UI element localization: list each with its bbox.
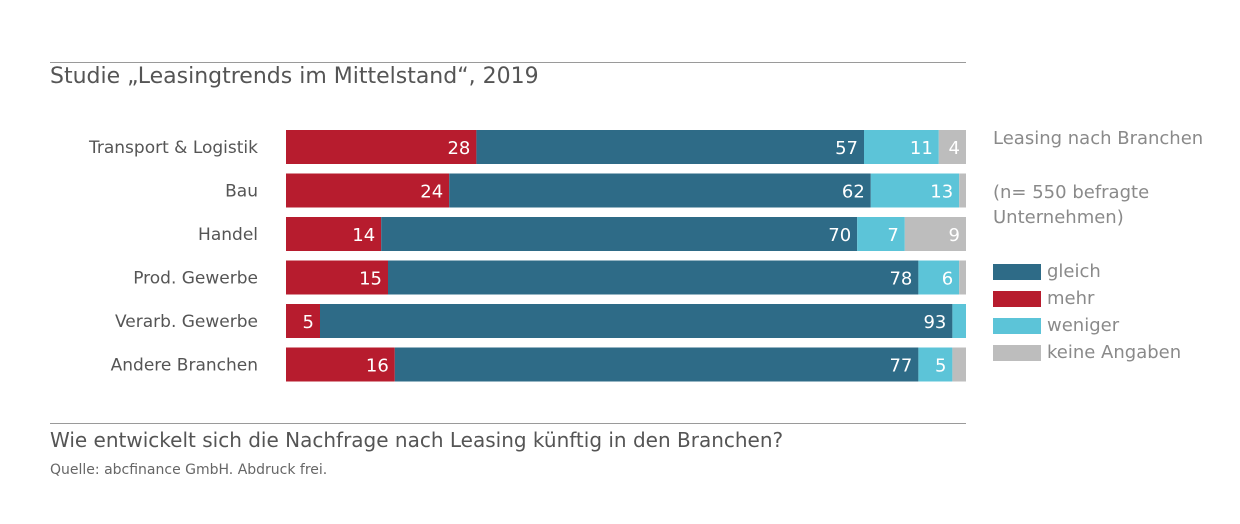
data-label-mehr-prod-gewerbe: 15: [359, 269, 382, 290]
bar-weniger-transport-logistik: [864, 130, 939, 164]
data-label-mehr-andere-branchen: 16: [366, 356, 389, 377]
bar-mehr-handel: [286, 217, 382, 251]
data-label-weniger-andere-branchen: 5: [935, 356, 946, 377]
bar-weniger-handel: [857, 217, 905, 251]
bar-gleich-handel: [381, 217, 858, 251]
data-label-mehr-verarb-gewerbe: 5: [303, 312, 314, 333]
data-label-gleich-verarb-gewerbe: 93: [923, 312, 946, 333]
bar-gleich-prod-gewerbe: [388, 260, 919, 295]
bar-gleich-bau: [449, 173, 871, 208]
data-label-gleich-handel: 70: [828, 225, 851, 246]
legend-swatch-mehr: [993, 290, 1041, 307]
data-label-weniger-transport-logistik: 11: [910, 138, 933, 159]
bar-weniger-andere-branchen: [918, 347, 953, 382]
bottom-rule: [50, 423, 966, 424]
legend-label-weniger: weniger: [1047, 315, 1120, 336]
bar-gleich-verarb-gewerbe: [320, 304, 953, 338]
bar-mehr-prod-gewerbe: [286, 260, 388, 295]
bar-keine-angaben-andere-branchen: [952, 347, 966, 382]
data-label-mehr-handel: 14: [352, 225, 375, 246]
category-label-bau: Bau: [225, 182, 258, 202]
bar-weniger-prod-gewerbe: [918, 260, 960, 295]
bar-weniger-verarb-gewerbe: [952, 304, 966, 338]
data-label-mehr-bau: 24: [420, 182, 443, 203]
legend-item-keine-angaben: keine Angaben: [993, 339, 1181, 366]
chart-question: Wie entwickelt sich die Nachfrage nach L…: [50, 428, 784, 452]
legend-label-keine-angaben: keine Angaben: [1047, 342, 1182, 363]
category-label-andere-branchen: Andere Branchen: [111, 356, 258, 376]
legend-item-weniger: weniger: [993, 312, 1181, 339]
data-label-weniger-bau: 13: [930, 182, 953, 203]
data-label-gleich-bau: 62: [842, 182, 865, 203]
bar-gleich-andere-branchen: [394, 347, 919, 382]
bar-keine-angaben-prod-gewerbe: [959, 260, 966, 295]
data-label-keine-angaben-handel: 9: [949, 225, 960, 246]
data-label-gleich-transport-logistik: 57: [835, 138, 858, 159]
category-label-verarb-gewerbe: Verarb. Gewerbe: [115, 312, 258, 332]
legend-title: Leasing nach Branchen: [993, 128, 1204, 149]
legend-label-gleich: gleich: [1047, 261, 1101, 282]
chart-title: Studie „Leasingtrends im Mittelstand“, 2…: [50, 64, 539, 89]
data-label-weniger-handel: 7: [887, 225, 898, 246]
legend: gleich mehr weniger keine Angaben: [993, 258, 1181, 366]
bar-mehr-bau: [286, 173, 450, 208]
bar-keine-angaben-handel: [904, 217, 966, 251]
legend-swatch-gleich: [993, 263, 1041, 280]
legend-item-mehr: mehr: [993, 285, 1181, 312]
legend-note: (n= 550 befragte Unternehmen): [993, 182, 1150, 228]
bar-weniger-bau: [870, 173, 960, 208]
bar-keine-angaben-transport-logistik: [938, 130, 966, 164]
data-label-gleich-prod-gewerbe: 78: [889, 269, 912, 290]
bar-mehr-transport-logistik: [286, 130, 477, 164]
source-note: Quelle: abcfinance GmbH. Abdruck frei.: [50, 462, 328, 478]
data-label-gleich-andere-branchen: 77: [889, 356, 912, 377]
bar-mehr-verarb-gewerbe: [286, 304, 320, 338]
legend-swatch-weniger: [993, 317, 1041, 334]
legend-swatch-keine-angaben: [993, 344, 1041, 361]
legend-label-mehr: mehr: [1047, 288, 1095, 309]
top-rule: [50, 62, 966, 63]
category-label-transport-logistik: Transport & Logistik: [88, 138, 258, 158]
legend-item-gleich: gleich: [993, 258, 1181, 285]
bar-keine-angaben-bau: [959, 173, 966, 208]
bar-mehr-andere-branchen: [286, 347, 395, 382]
data-label-keine-angaben-transport-logistik: 4: [949, 138, 960, 159]
data-label-mehr-transport-logistik: 28: [447, 138, 470, 159]
bar-gleich-transport-logistik: [476, 130, 864, 164]
category-label-handel: Handel: [198, 225, 258, 245]
data-label-weniger-prod-gewerbe: 6: [942, 269, 953, 290]
category-label-prod-gewerbe: Prod. Gewerbe: [133, 269, 258, 289]
